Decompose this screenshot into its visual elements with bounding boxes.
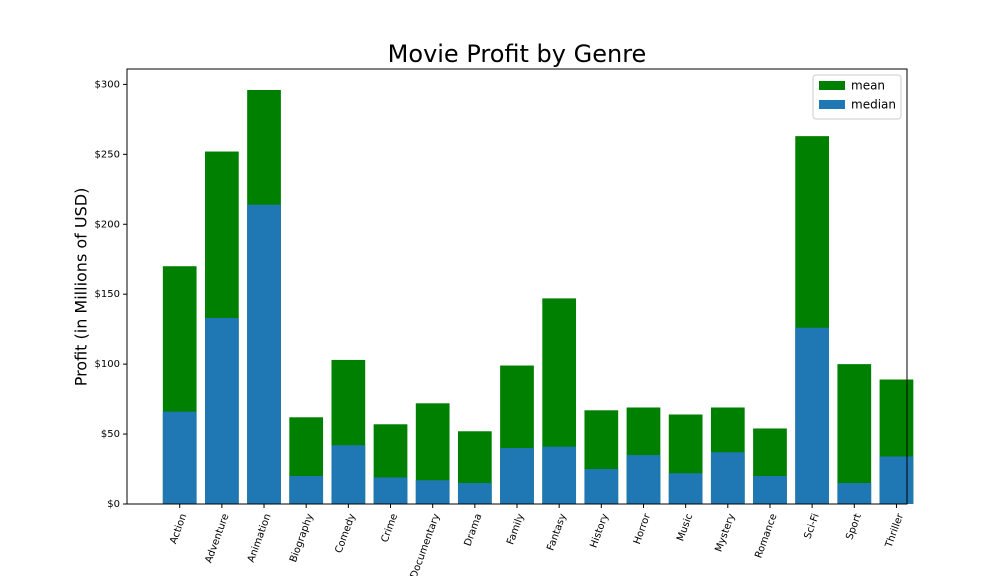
- legend-swatch: [819, 81, 845, 90]
- legend-swatch: [819, 100, 845, 109]
- legend-label: mean: [851, 79, 885, 93]
- y-tick-label: $100: [95, 359, 120, 370]
- bar: [542, 446, 577, 504]
- bar: [584, 469, 619, 504]
- y-tick-label: $250: [95, 149, 120, 160]
- bar: [837, 483, 872, 504]
- legend-label: median: [851, 98, 896, 112]
- chart-title: Movie Profit by Genre: [388, 40, 647, 68]
- bar: [837, 364, 872, 504]
- bar: [162, 411, 197, 504]
- plot-frame: [126, 68, 908, 505]
- bar: [331, 445, 366, 504]
- bar: [415, 480, 450, 504]
- bar: [710, 452, 745, 504]
- bar: [205, 317, 239, 504]
- bar: [500, 448, 534, 504]
- bar: [795, 327, 829, 504]
- bar: [457, 483, 492, 504]
- y-axis-label: Profit (in Millions of USD): [72, 188, 91, 387]
- bar: [247, 204, 281, 505]
- y-tick-label: $200: [95, 219, 120, 230]
- bar: [668, 473, 703, 504]
- legend: mean median: [812, 74, 902, 120]
- bar: [626, 455, 661, 504]
- y-tick-label: $50: [101, 429, 120, 440]
- y-tick-label: $300: [95, 79, 120, 90]
- bar: [289, 476, 324, 504]
- y-tick-label: $150: [95, 289, 120, 300]
- bar: [373, 477, 408, 504]
- bar: [879, 456, 914, 504]
- bar: [753, 476, 787, 504]
- y-tick-label: $0: [107, 499, 120, 510]
